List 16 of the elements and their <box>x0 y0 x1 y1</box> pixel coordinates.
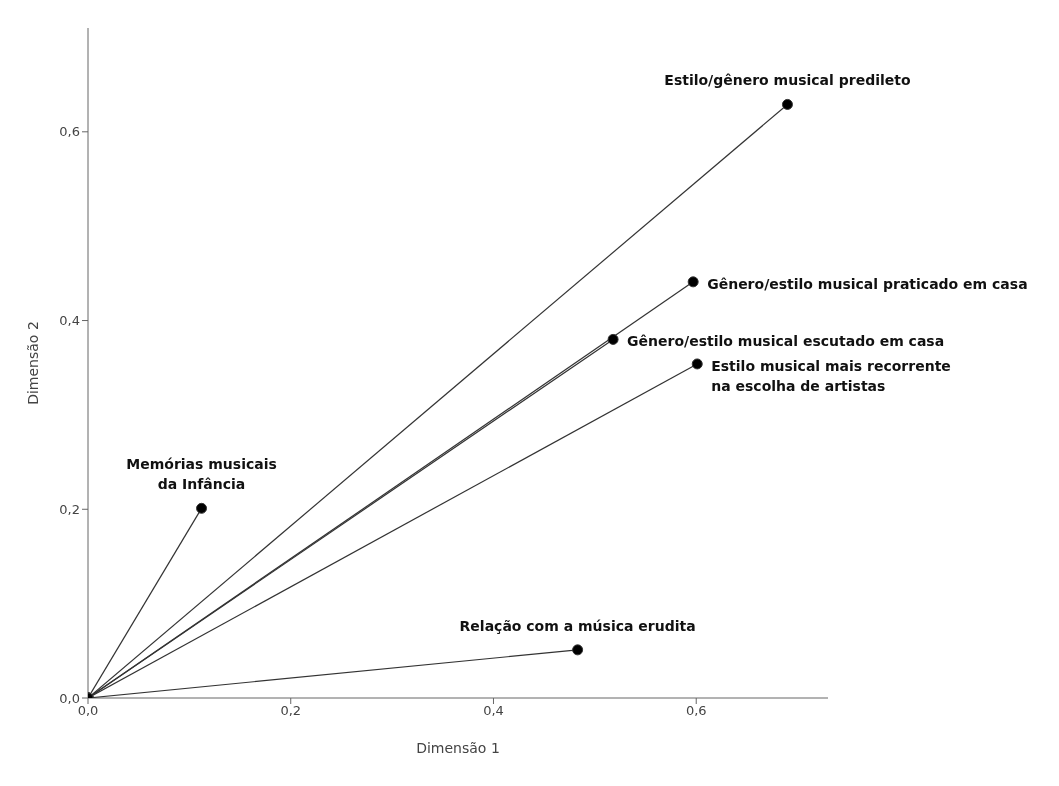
y-axis-title: Dimensão 2 <box>24 321 41 405</box>
y-tick-label: 0,2 <box>59 501 80 517</box>
y-tick-label: 0,4 <box>59 313 80 329</box>
series-label: Relação com a música erudita <box>459 617 696 634</box>
x-tick-label: 0,6 <box>685 703 707 719</box>
x-axis-title: Dimensão 1 <box>416 740 500 756</box>
series-label: Gênero/estilo musical praticado em casa <box>707 275 1028 292</box>
x-tick-label: 0,4 <box>483 703 504 719</box>
series-label: Estilo/gênero musical predileto <box>664 72 911 89</box>
x-tick-label: 0,0 <box>77 703 99 719</box>
series-label: Estilo musical mais recorrente na escolha de artistas <box>711 357 951 394</box>
series-label: Gênero/estilo musical escutado em casa <box>627 333 945 350</box>
text: Memórias musicais da Infância <box>126 456 277 493</box>
y-tick-label: 0,0 <box>59 690 80 706</box>
x-tick-label: 0,2 <box>280 703 302 719</box>
y-tick-label: 0,6 <box>59 124 80 140</box>
